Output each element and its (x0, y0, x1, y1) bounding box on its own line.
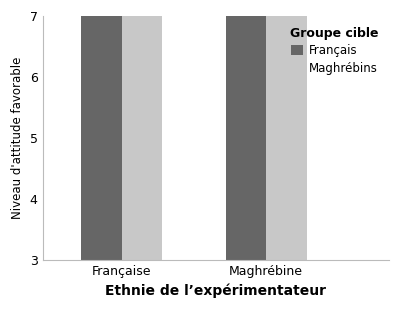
Legend: Français, Maghrébins: Français, Maghrébins (285, 22, 383, 80)
Bar (266, 0, 307, 260)
Bar (122, 0, 162, 260)
Bar (226, 0, 266, 260)
X-axis label: Ethnie de l’expérimentateur: Ethnie de l’expérimentateur (105, 283, 326, 298)
Bar (82, 0, 122, 260)
Y-axis label: Niveau d'attitude favorable: Niveau d'attitude favorable (11, 57, 24, 219)
